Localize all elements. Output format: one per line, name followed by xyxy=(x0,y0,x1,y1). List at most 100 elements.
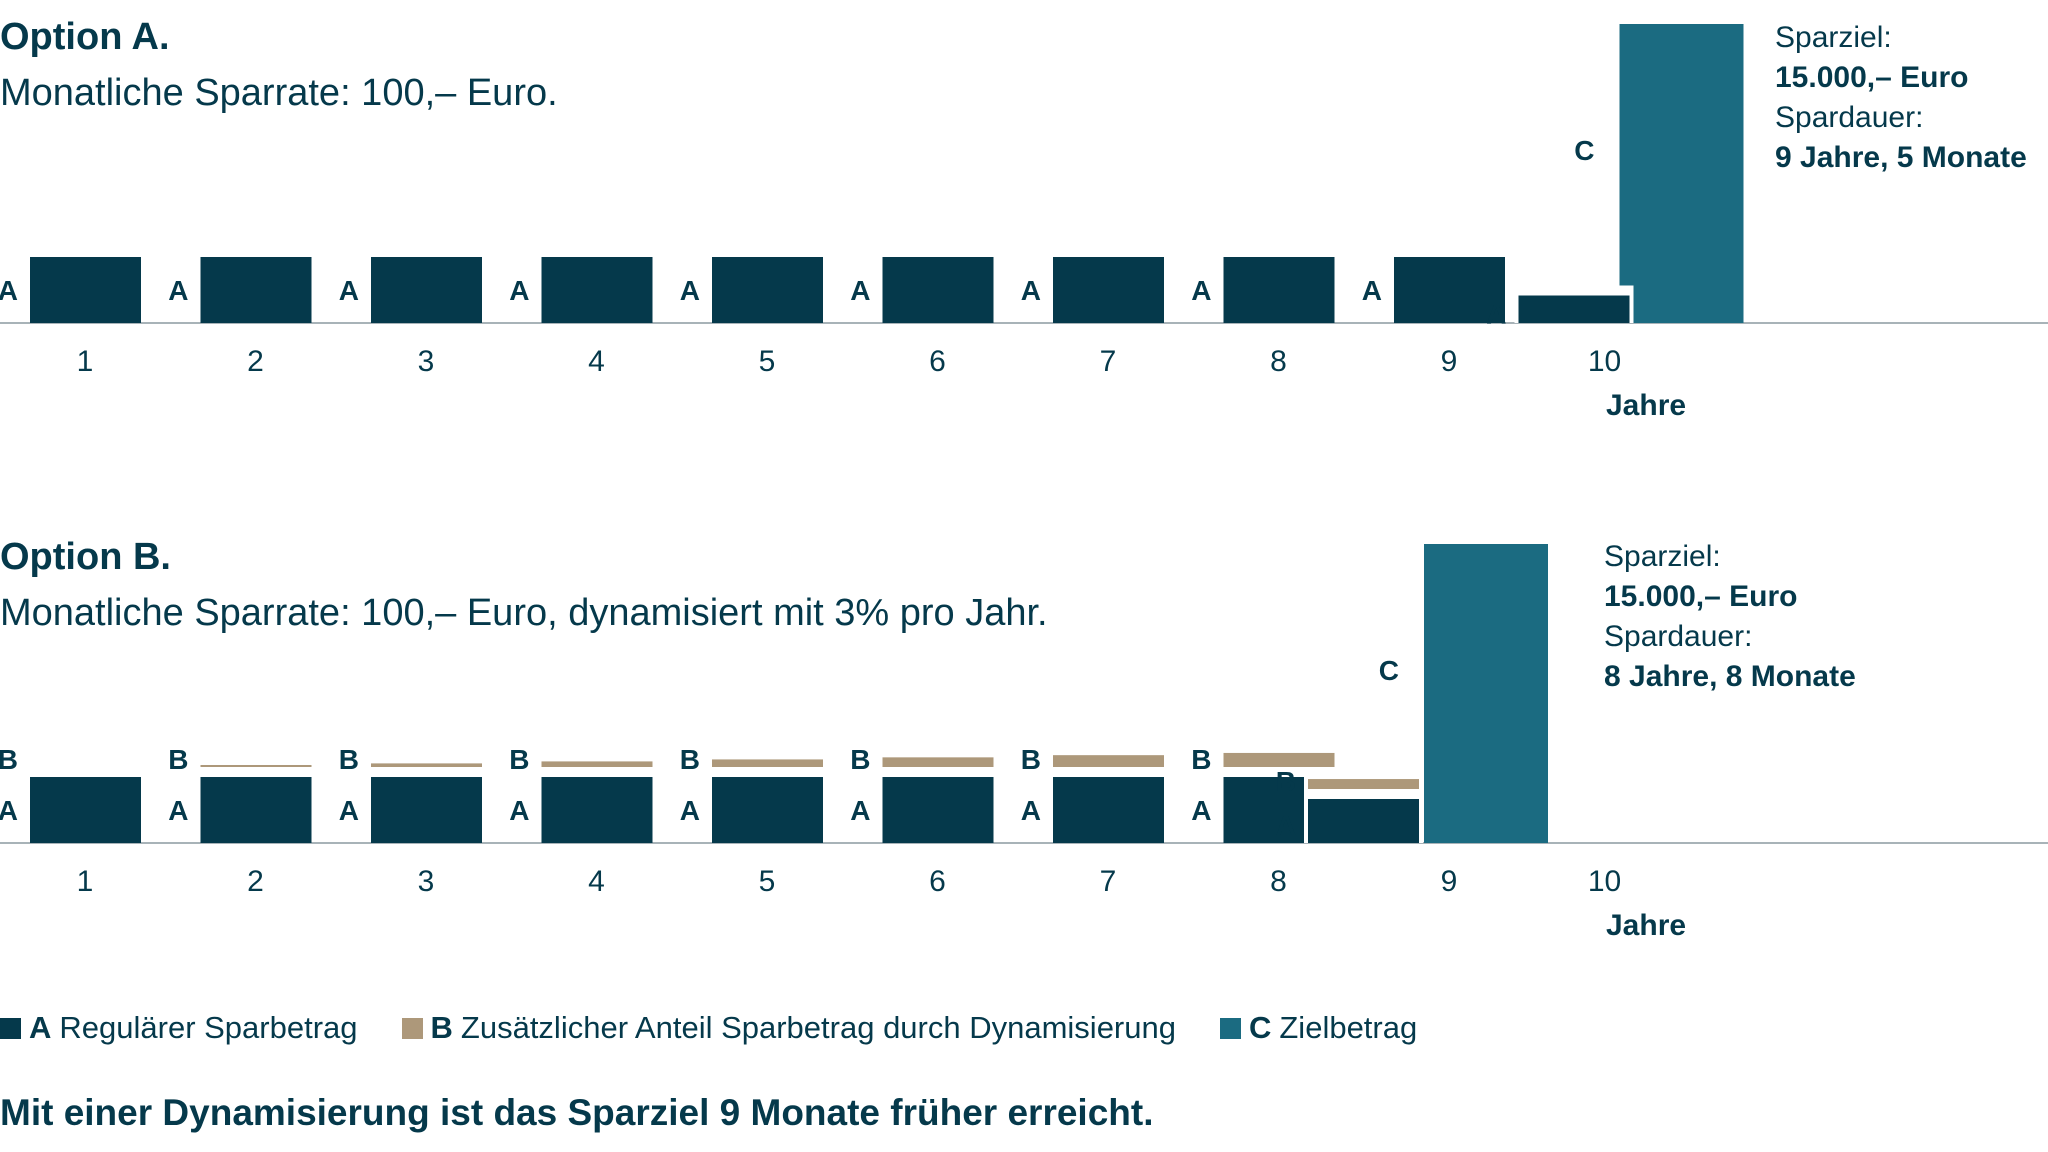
bar-a xyxy=(1518,295,1630,323)
option-a-title: Option A. xyxy=(0,16,170,58)
x-tick-label: 8 xyxy=(1270,345,1287,378)
x-tick-label: 5 xyxy=(759,345,776,378)
bar-b xyxy=(882,757,994,767)
series-label-a: A xyxy=(509,795,529,826)
bar-a xyxy=(30,257,141,323)
bar-a xyxy=(1394,257,1505,323)
series-label-a: A xyxy=(0,275,18,306)
x-tick-label: 4 xyxy=(588,345,605,378)
option-a-subtitle: Monatliche Sparrate: 100,– Euro. xyxy=(0,72,558,114)
option-a-info: Sparziel: 15.000,– Euro Spardauer: 9 Jah… xyxy=(1775,18,2027,178)
series-label-a: A xyxy=(1276,810,1296,841)
series-label-a: A xyxy=(0,795,18,826)
series-label-c: C xyxy=(1574,135,1594,166)
bar-a xyxy=(541,257,653,323)
x-axis-title: Jahre xyxy=(1606,909,1686,942)
series-label-a: A xyxy=(850,795,870,826)
bar-a xyxy=(371,257,482,323)
legend-swatch-b xyxy=(401,1017,423,1039)
bar-a xyxy=(1308,799,1419,843)
series-label-a: A xyxy=(1191,795,1211,826)
x-tick-label: 10 xyxy=(1588,865,1621,898)
x-tick-label: 7 xyxy=(1100,865,1117,898)
x-tick-label: 9 xyxy=(1441,345,1458,378)
x-tick-label: 2 xyxy=(247,865,264,898)
series-label-b: B xyxy=(509,744,529,775)
target-bar-c xyxy=(1619,24,1744,323)
legend-item-c: C Zielbetrag xyxy=(1219,1010,1418,1046)
series-label-a: A xyxy=(1021,275,1041,306)
legend-item-a: A Regulärer Sparbetrag xyxy=(0,1010,358,1046)
goal-label: Sparziel: xyxy=(1604,540,1721,573)
series-label-b: B xyxy=(1276,766,1296,797)
legend-key: C xyxy=(1248,1010,1272,1045)
bar-b xyxy=(371,763,482,767)
duration-value: 9 Jahre, 5 Monate xyxy=(1775,141,2027,174)
legend-key: B xyxy=(430,1010,453,1045)
x-tick-label: 1 xyxy=(77,865,94,898)
x-tick-label: 10 xyxy=(1588,345,1621,378)
series-label-b: B xyxy=(850,744,870,775)
bar-b xyxy=(1053,755,1164,767)
series-label-a: A xyxy=(168,275,188,306)
bar-a xyxy=(882,777,994,843)
option-b-title: Option B. xyxy=(0,536,171,578)
x-tick-label: 6 xyxy=(929,865,946,898)
duration-value: 8 Jahre, 8 Monate xyxy=(1604,660,1856,693)
x-tick-label: 5 xyxy=(759,865,776,898)
x-tick-label: 6 xyxy=(929,345,946,378)
goal-value: 15.000,– Euro xyxy=(1604,580,1798,613)
legend-key: A xyxy=(29,1010,52,1045)
bar-a xyxy=(712,257,823,323)
bar-b xyxy=(200,765,312,767)
bar-b xyxy=(712,759,823,767)
series-label-b: B xyxy=(339,744,359,775)
conclusion-text: Mit einer Dynamisierung ist das Sparziel… xyxy=(0,1092,1154,1133)
bar-a xyxy=(882,257,994,323)
bar-a xyxy=(1053,777,1164,843)
legend-label: Regulärer Sparbetrag xyxy=(59,1010,358,1045)
legend-label: Zielbetrag xyxy=(1279,1010,1418,1045)
x-tick-label: 7 xyxy=(1100,345,1117,378)
legend-label: Zusätzlicher Anteil Sparbetrag durch Dyn… xyxy=(460,1010,1176,1045)
bar-a xyxy=(30,777,141,843)
series-label-a: A xyxy=(1362,275,1382,306)
series-label-a: A xyxy=(1021,795,1041,826)
goal-label: Sparziel: xyxy=(1775,21,1892,54)
target-bar-c xyxy=(1424,544,1548,843)
series-label-b: B xyxy=(1021,744,1041,775)
series-label-a: A xyxy=(339,795,359,826)
bar-a xyxy=(1053,257,1164,323)
goal-value: 15.000,– Euro xyxy=(1775,61,1969,94)
bar-a xyxy=(200,257,312,323)
series-label-a: A xyxy=(850,275,870,306)
x-tick-label: 3 xyxy=(418,865,435,898)
legend-swatch-c xyxy=(1219,1017,1241,1039)
bar-b xyxy=(1308,779,1419,789)
legend: A Regulärer Sparbetrag B Zusätzlicher An… xyxy=(0,1008,1461,1048)
series-label-a: A xyxy=(1191,275,1211,306)
series-label-b: B xyxy=(168,744,188,775)
series-label-a: A xyxy=(680,795,700,826)
legend-swatch-a xyxy=(0,1017,21,1039)
series-label-b: B xyxy=(0,744,18,775)
x-tick-label: 4 xyxy=(588,865,605,898)
x-tick-label: 1 xyxy=(77,345,94,378)
duration-label: Spardauer: xyxy=(1604,620,1753,653)
bar-a xyxy=(200,777,312,843)
series-label-a: A xyxy=(339,275,359,306)
bar-a xyxy=(712,777,823,843)
x-tick-label: 9 xyxy=(1441,865,1458,898)
series-label-a: A xyxy=(168,795,188,826)
series-label-b: B xyxy=(680,744,700,775)
bar-b xyxy=(1223,752,1335,767)
bar-a xyxy=(1223,257,1335,323)
x-axis-title: Jahre xyxy=(1606,389,1686,422)
series-label-b: B xyxy=(1191,744,1211,775)
x-tick-label: 3 xyxy=(418,345,435,378)
x-tick-label: 2 xyxy=(247,345,264,378)
series-label-a: A xyxy=(509,275,529,306)
series-label-c: C xyxy=(1379,655,1399,686)
